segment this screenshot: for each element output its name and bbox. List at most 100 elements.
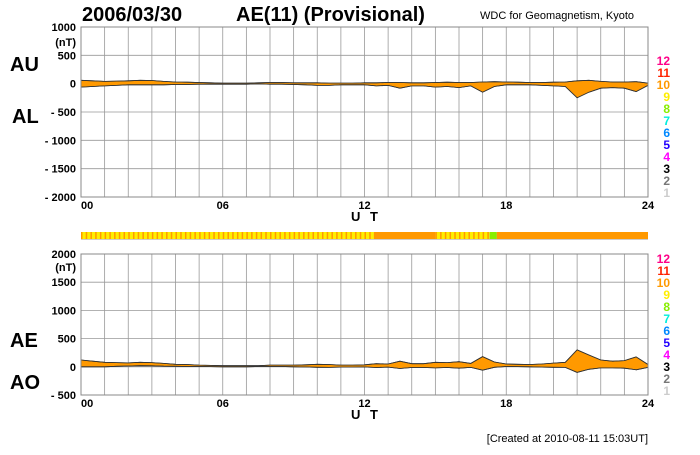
- bar-stripe: [355, 232, 357, 239]
- legend-station-count-6: 6: [663, 324, 670, 338]
- bar-stripe: [137, 232, 140, 239]
- bar-stripe: [364, 232, 366, 239]
- y-tick-label: 1500: [52, 277, 76, 289]
- bar-stripe: [270, 232, 272, 239]
- bar-stripe: [151, 232, 154, 239]
- bar-stripe: [109, 232, 111, 239]
- index-title: AE(11) (Provisional): [236, 4, 425, 26]
- bar-stripe: [449, 232, 452, 239]
- legend-station-count-3: 3: [663, 360, 670, 374]
- bar-stripe: [81, 232, 83, 239]
- bar-stripe: [222, 232, 225, 239]
- x-tick-label: 00: [81, 200, 93, 212]
- bar-stripe: [369, 232, 371, 239]
- x-tick-label: 18: [500, 200, 512, 212]
- bar-stripe: [246, 232, 248, 239]
- bar-stripe: [85, 232, 88, 239]
- bar-stripe: [199, 232, 201, 239]
- plot-frame: [80, 26, 649, 198]
- bar-stripe: [251, 232, 253, 239]
- bar-stripe: [213, 232, 215, 239]
- bar-stripe: [336, 232, 338, 239]
- y-tick-label: - 500: [51, 107, 76, 119]
- bar-segment: [373, 232, 436, 239]
- series-line-ao: [81, 365, 649, 373]
- y-tick-label: - 500: [51, 390, 76, 402]
- bar-stripe: [345, 232, 348, 239]
- bar-stripe: [463, 232, 466, 239]
- bar-stripe: [293, 232, 296, 239]
- bar-stripe: [274, 232, 277, 239]
- bar-stripe: [284, 232, 286, 239]
- y-tick-label: 0: [70, 79, 76, 91]
- bottom-x-axis-label: U T: [351, 407, 381, 422]
- y-tick-label: - 1500: [45, 164, 76, 176]
- bar-stripe: [208, 232, 211, 239]
- series-line-al: [80, 83, 649, 99]
- x-tick-label: 00: [81, 398, 93, 410]
- legend-station-count-11: 11: [657, 66, 670, 80]
- bar-stripe: [99, 232, 102, 239]
- bar-stripe: [359, 232, 362, 239]
- legend-station-count-7: 7: [663, 114, 670, 128]
- bar-stripe: [170, 232, 173, 239]
- bar-stripe: [459, 232, 461, 239]
- bar-stripe: [227, 232, 229, 239]
- bar-stripe: [255, 232, 258, 239]
- bar-segment: [489, 232, 497, 239]
- bottom-unit-label: (nT): [55, 262, 76, 274]
- bar-stripe: [260, 232, 263, 239]
- bar-stripe: [147, 232, 149, 239]
- bar-stripe: [175, 232, 177, 239]
- legend-station-count-8: 8: [663, 300, 670, 314]
- al-label: AL: [12, 106, 39, 128]
- bar-stripe: [123, 232, 126, 239]
- bar-stripe: [194, 232, 196, 239]
- top-unit-label: (nT): [55, 37, 76, 49]
- bar-stripe: [350, 232, 352, 239]
- au-al-plot: 1000 500 0 - 500 - 1000 - 1500 - 2000 00 06 12 18 2…: [45, 22, 655, 212]
- bar-stripe: [128, 232, 130, 239]
- bar-stripe: [435, 232, 437, 239]
- bar-stripe: [340, 232, 343, 239]
- legend-station-count-8: 8: [663, 102, 670, 116]
- bar-stripe: [132, 232, 135, 239]
- y-tick-label: 1000: [52, 305, 76, 317]
- bar-stripe: [95, 232, 97, 239]
- bar-stripe: [184, 232, 187, 239]
- y-tick-label: 2000: [52, 249, 76, 261]
- bar-stripe: [161, 232, 163, 239]
- source-label: WDC for Geomagnetism, Kyoto: [480, 10, 634, 22]
- legend-station-count-10: 10: [657, 78, 671, 92]
- bar-stripe: [232, 232, 234, 239]
- legend-station-count-4: 4: [663, 150, 670, 164]
- bar-stripe: [317, 232, 319, 239]
- legend-station-count-11: 11: [657, 264, 670, 278]
- legend-station-count-5: 5: [663, 336, 670, 350]
- bar-stripe: [114, 232, 116, 239]
- bar-stripe: [166, 232, 168, 239]
- bar-stripe: [118, 232, 121, 239]
- ae-ao-plot: 2000 1500 1000 500 0 - 500 00 06 12 18 24: [51, 249, 655, 410]
- x-tick-label: 12: [358, 200, 370, 212]
- x-tick-label: 18: [500, 398, 512, 410]
- legend-station-count-2: 2: [663, 174, 670, 188]
- bar-stripe: [473, 232, 475, 239]
- bar-stripe: [218, 232, 220, 239]
- legend-station-count-3: 3: [663, 162, 670, 176]
- bar-stripe: [189, 232, 192, 239]
- x-tick-label: 06: [217, 200, 229, 212]
- bar-stripe: [468, 232, 470, 239]
- bar-stripe: [203, 232, 206, 239]
- bar-stripe: [482, 232, 485, 239]
- y-tick-label: 500: [58, 50, 76, 62]
- legend-station-count-1: 1: [663, 186, 670, 200]
- legend-station-count-4: 4: [663, 348, 670, 362]
- bar-stripe: [444, 232, 447, 239]
- legend-station-count-2: 2: [663, 372, 670, 386]
- legend-station-count-7: 7: [663, 312, 670, 326]
- bar-segment: [496, 232, 648, 239]
